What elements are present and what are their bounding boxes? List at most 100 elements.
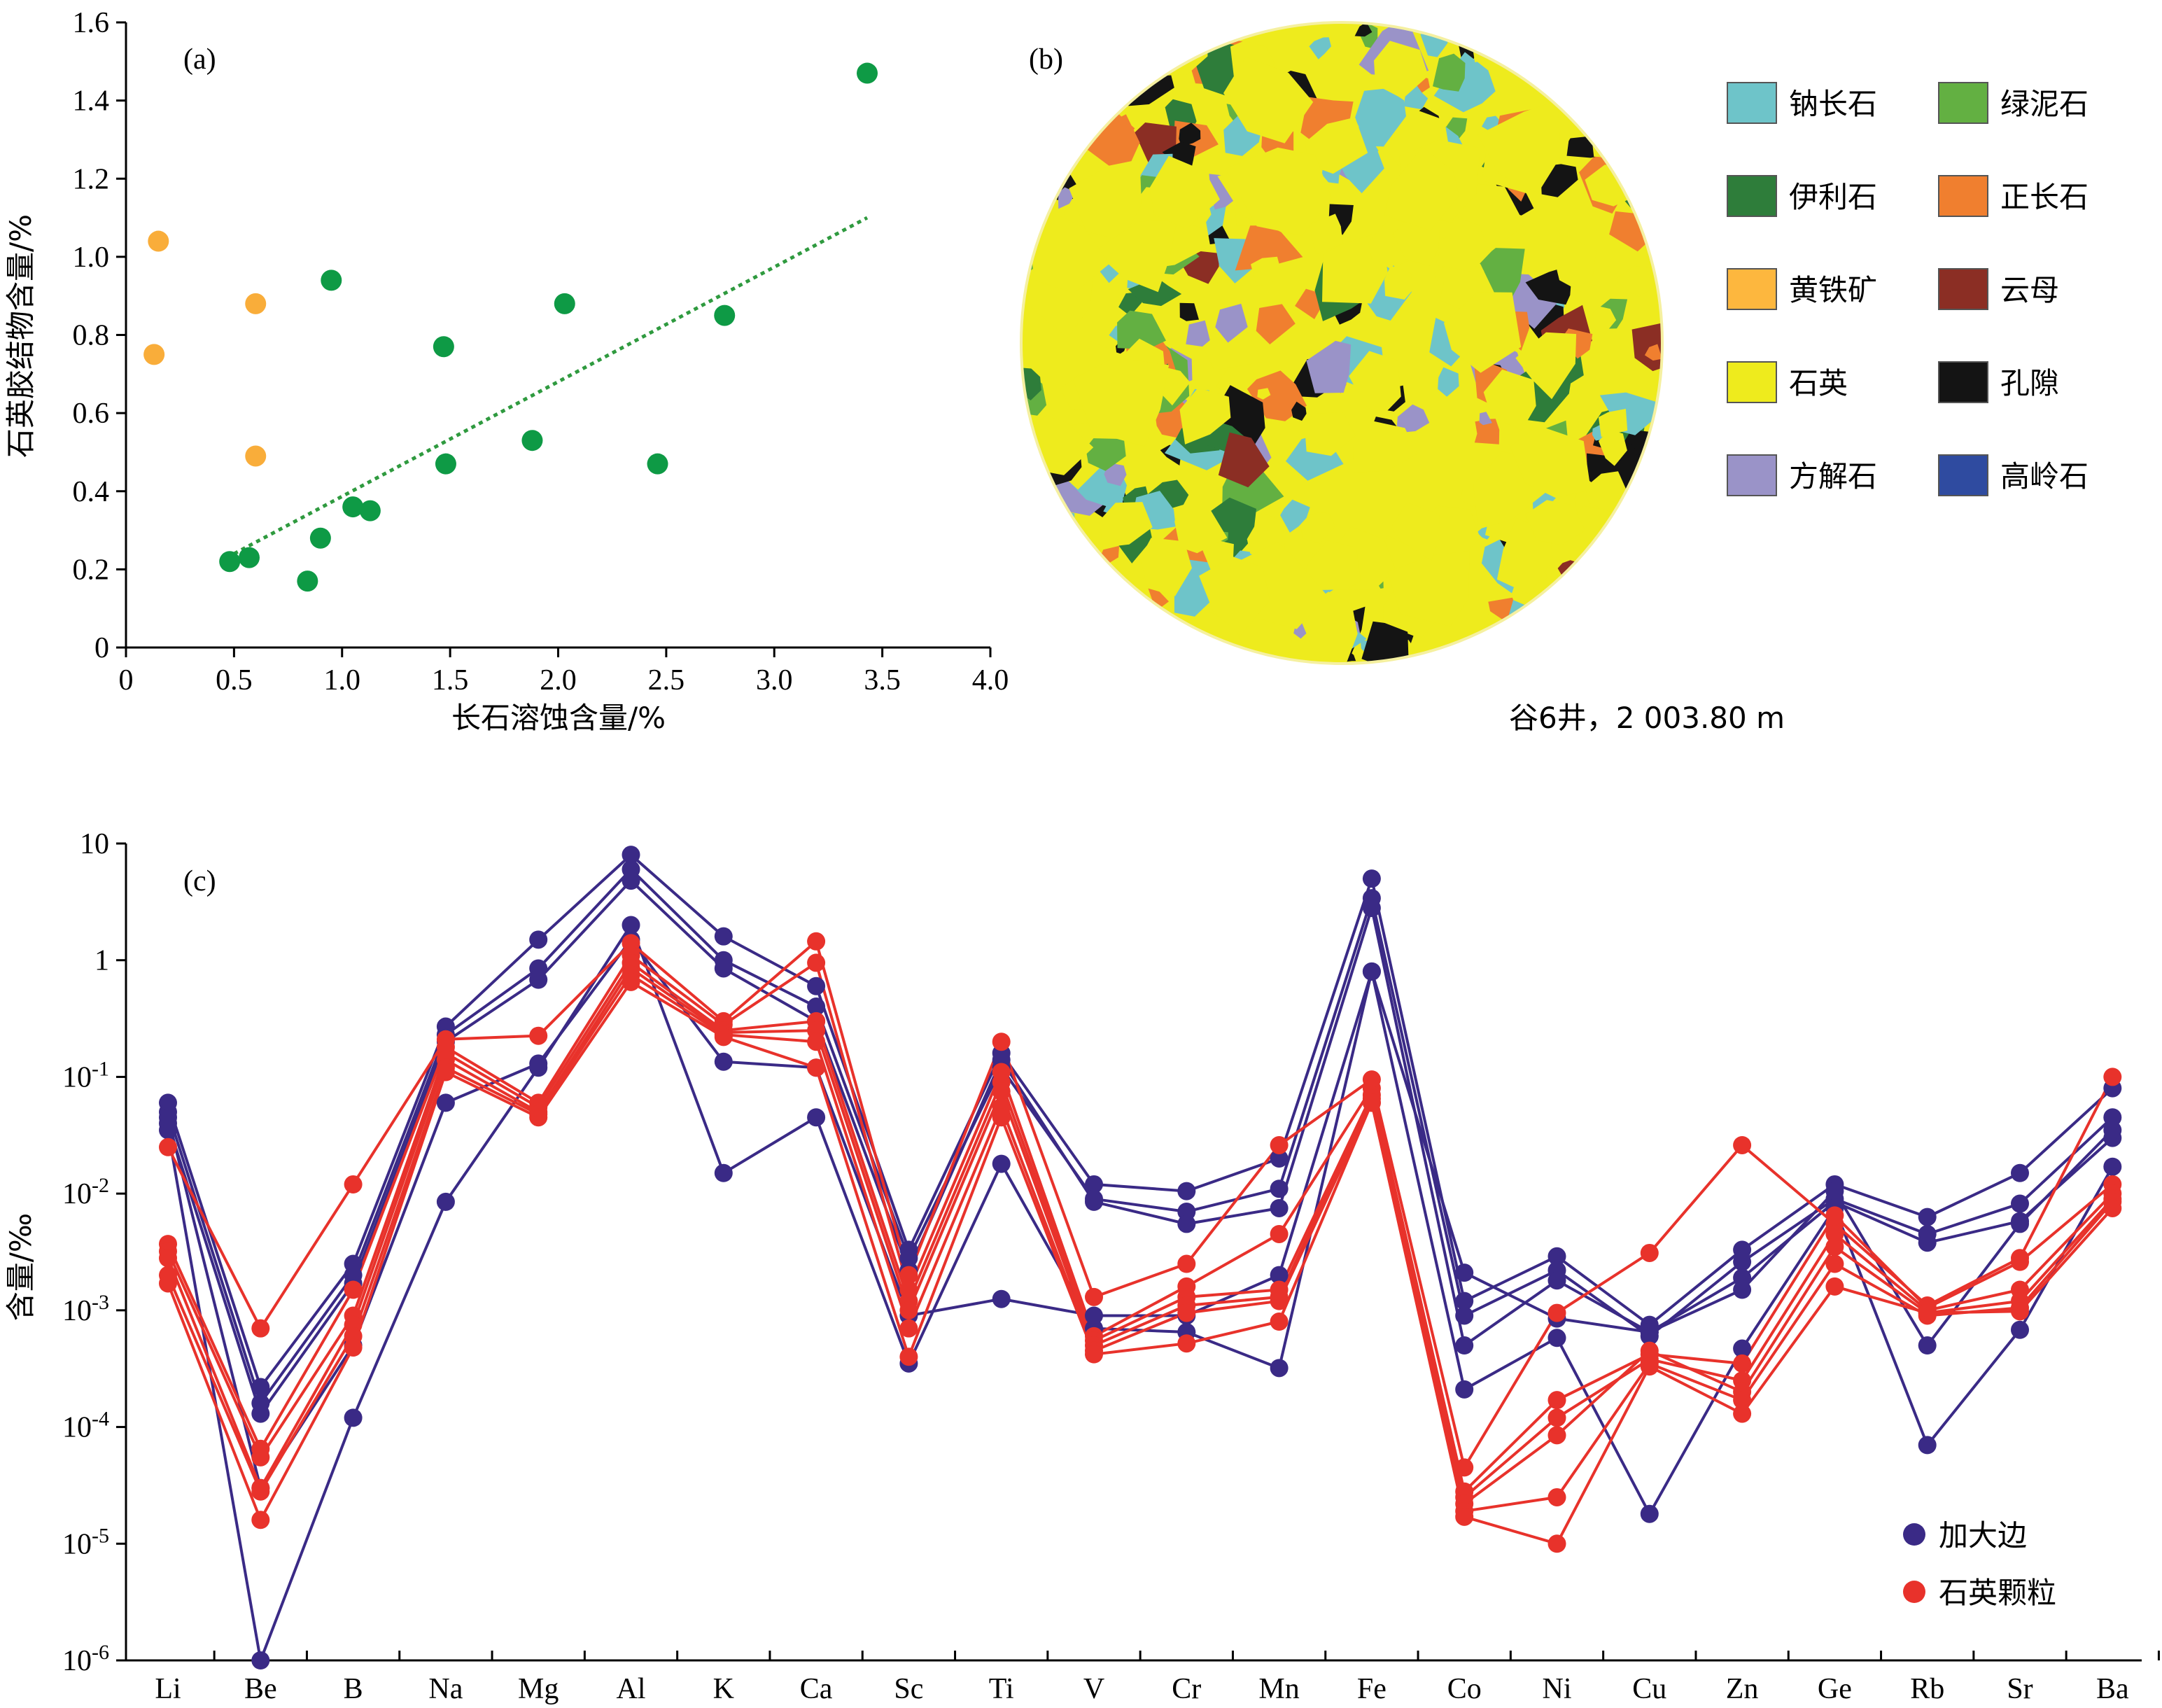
scatter-point bbox=[857, 62, 878, 84]
legend-label: 方解石 bbox=[1789, 459, 1877, 493]
series-point bbox=[1918, 1303, 1937, 1322]
series-point bbox=[899, 1266, 918, 1284]
y-tick-label-a: 0.8 bbox=[73, 320, 110, 352]
series-point bbox=[2103, 1108, 2122, 1127]
y-tick-label-c: 10-4 bbox=[62, 1408, 109, 1444]
series-point bbox=[2011, 1194, 2029, 1213]
series-point bbox=[2011, 1214, 2029, 1233]
series-point bbox=[1085, 1287, 1103, 1306]
legend-swatch bbox=[1727, 82, 1777, 124]
series-line bbox=[167, 922, 2114, 1666]
series-point bbox=[899, 1319, 918, 1338]
legend-label: 伊利石 bbox=[1789, 180, 1877, 214]
series-point bbox=[2103, 1198, 2122, 1217]
series-point bbox=[436, 1192, 455, 1211]
series-point bbox=[807, 1032, 826, 1051]
series-line bbox=[167, 966, 2114, 1506]
points-a bbox=[143, 62, 878, 592]
series-point bbox=[992, 1032, 1011, 1051]
series-line bbox=[167, 937, 2114, 1492]
x-tick-label-a: 0 bbox=[119, 664, 134, 696]
series-point bbox=[1547, 1247, 1566, 1266]
panel-label-b: (b) bbox=[1029, 43, 1063, 76]
series-point bbox=[251, 1448, 270, 1466]
scatter-point bbox=[435, 453, 456, 475]
x-tick-label-c: Sr bbox=[2007, 1673, 2033, 1705]
legend-label: 黄铁矿 bbox=[1789, 273, 1877, 307]
series-point bbox=[1085, 1345, 1103, 1364]
series-point bbox=[529, 1108, 548, 1127]
legend-swatch bbox=[1938, 268, 1988, 310]
legend-label: 云母 bbox=[2000, 273, 2059, 307]
series-point bbox=[807, 1058, 826, 1077]
series-point bbox=[1547, 1391, 1566, 1410]
series-point bbox=[992, 1108, 1011, 1127]
y-tick-label-c: 10-6 bbox=[62, 1641, 109, 1677]
x-tick-label-a: 3.0 bbox=[756, 664, 793, 696]
x-tick-label-c: Cr bbox=[1172, 1673, 1201, 1705]
line-chart-c: 10-6 10-5 10-4 10-3 10-2 10-1 1 10 Li Be B Na Mg Al K C… bbox=[3, 828, 2160, 1705]
x-tick-label-c: K bbox=[713, 1673, 734, 1705]
series-point bbox=[1455, 1380, 1474, 1399]
y-tick-label-c: 10-1 bbox=[62, 1057, 109, 1093]
series-point bbox=[159, 1121, 177, 1140]
x-tick-label-c: Mg bbox=[518, 1673, 559, 1705]
series-point bbox=[1085, 1192, 1103, 1211]
x-tick-label-c: Al bbox=[617, 1673, 646, 1705]
scatter-point bbox=[309, 527, 331, 549]
x-tick-label-a: 2.0 bbox=[540, 664, 577, 696]
y-axis-label-c: 含量/‰ bbox=[3, 1213, 38, 1322]
series-point bbox=[529, 970, 548, 989]
series-point bbox=[159, 1249, 177, 1268]
series-point bbox=[1270, 1266, 1289, 1284]
series-line bbox=[167, 953, 2114, 1494]
x-tick-label-a: 0.5 bbox=[216, 664, 253, 696]
series-point bbox=[251, 1378, 270, 1396]
scatter-point bbox=[219, 551, 241, 573]
map-caption: 谷6井，2 003.80 m bbox=[1509, 701, 1785, 735]
x-tick-label-a: 3.5 bbox=[864, 664, 901, 696]
x-tick-label-a: 4.0 bbox=[972, 664, 1009, 696]
series-point bbox=[251, 1511, 270, 1530]
legend-swatch bbox=[1727, 361, 1777, 403]
series-point bbox=[714, 1052, 733, 1071]
series-point bbox=[251, 1651, 270, 1670]
x-tick-label-c: Co bbox=[1447, 1673, 1482, 1705]
series-point bbox=[1362, 869, 1381, 888]
scatter-point bbox=[245, 293, 267, 314]
series-point bbox=[1177, 1182, 1196, 1200]
y-tick-label-c: 1 bbox=[94, 945, 109, 977]
series-line bbox=[167, 867, 2114, 1406]
series-line bbox=[167, 939, 2114, 1471]
series-point bbox=[436, 1063, 455, 1082]
series-line bbox=[167, 980, 2114, 1546]
series-point bbox=[1270, 1198, 1289, 1217]
scatter-point bbox=[714, 304, 736, 326]
series-point bbox=[2103, 1157, 2122, 1176]
series-point bbox=[1270, 1224, 1289, 1243]
series-point bbox=[1733, 1404, 1752, 1423]
x-tick-label-c: Li bbox=[155, 1673, 181, 1705]
scatter-point bbox=[297, 570, 318, 592]
series-point bbox=[1640, 1341, 1659, 1360]
y-tick-label-c: 10-2 bbox=[62, 1174, 109, 1210]
series-point bbox=[1270, 1180, 1289, 1198]
series-point bbox=[1455, 1306, 1474, 1325]
legend-label: 正长石 bbox=[2000, 180, 2089, 214]
y-tick-label-a: 1.4 bbox=[73, 85, 110, 118]
series-c bbox=[159, 846, 2122, 1670]
series-point bbox=[1547, 1329, 1566, 1348]
series-point bbox=[1640, 1243, 1659, 1262]
legend-swatch bbox=[1938, 361, 1988, 403]
x-tick-label-c: Sc bbox=[894, 1673, 923, 1705]
y-tick-label-a: 1.0 bbox=[73, 241, 110, 274]
x-tick-label-c: Ca bbox=[800, 1673, 833, 1705]
x-tick-label-c: Fe bbox=[1357, 1673, 1387, 1705]
scatter-chart-a: (a) 0 0.5 1.0 1.5 2.0 2.5 3.0 3.5 4.000.20.40.60… bbox=[3, 7, 1009, 735]
x-tick-label-c: Ti bbox=[989, 1673, 1014, 1705]
scatter-point bbox=[433, 336, 454, 358]
series-point bbox=[1733, 1339, 1752, 1358]
y-tick-label-a: 0.4 bbox=[73, 476, 110, 508]
scatter-point bbox=[342, 496, 364, 518]
